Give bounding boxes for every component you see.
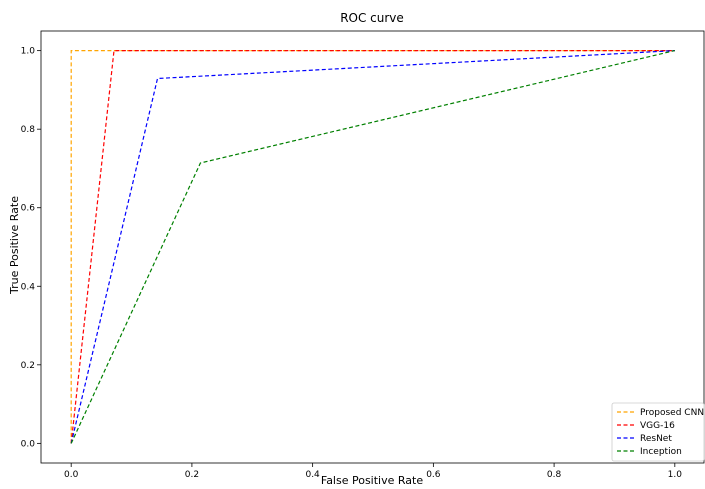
y-tick-label: 0.6 bbox=[21, 204, 36, 214]
x-tick-label: 0.8 bbox=[547, 470, 562, 480]
plot-area bbox=[40, 30, 705, 464]
x-axis: 0.0 0.2 0.4 0.6 0.8 1.0 bbox=[64, 463, 682, 480]
x-tick-label: 0.2 bbox=[185, 470, 199, 480]
x-tick-label: 0.0 bbox=[64, 470, 79, 480]
y-tick-label: 0.2 bbox=[21, 361, 35, 371]
series-layer bbox=[70, 49, 675, 444]
legend-label-inception: Inception bbox=[640, 447, 682, 457]
x-tick-label: 0.4 bbox=[305, 470, 320, 480]
x-tick-label: 1.0 bbox=[668, 470, 683, 480]
x-axis-label: False Positive Rate bbox=[321, 474, 423, 487]
y-tick-label: 0.8 bbox=[21, 125, 36, 135]
legend-label-proposed-cnn: Proposed CNN bbox=[640, 408, 704, 418]
legend-label-vgg-16: VGG-16 bbox=[640, 421, 675, 431]
x-tick-label: 0.6 bbox=[426, 470, 441, 480]
series-line-inception bbox=[70, 50, 675, 444]
series-line-vgg-16 bbox=[70, 49, 675, 444]
legend-label-resnet: ResNet bbox=[640, 434, 672, 444]
y-axis-label: True Positive Rate bbox=[8, 196, 21, 295]
y-tick-label: 0.0 bbox=[21, 439, 36, 449]
y-axis: 0.0 0.2 0.4 0.6 0.8 1.0 bbox=[21, 47, 41, 449]
series-line-resnet bbox=[70, 50, 675, 444]
chart-title: ROC curve bbox=[340, 11, 404, 25]
legend-box bbox=[611, 402, 705, 462]
y-tick-label: 0.4 bbox=[21, 282, 36, 292]
plot-frame bbox=[40, 30, 705, 464]
legend: Proposed CNN VGG-16 ResNet Inception bbox=[611, 402, 705, 462]
y-tick-label: 1.0 bbox=[21, 47, 36, 57]
